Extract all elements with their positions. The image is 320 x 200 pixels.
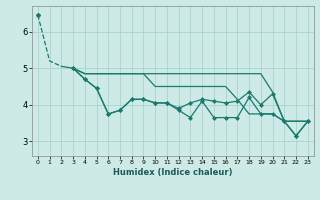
X-axis label: Humidex (Indice chaleur): Humidex (Indice chaleur)	[113, 168, 233, 177]
